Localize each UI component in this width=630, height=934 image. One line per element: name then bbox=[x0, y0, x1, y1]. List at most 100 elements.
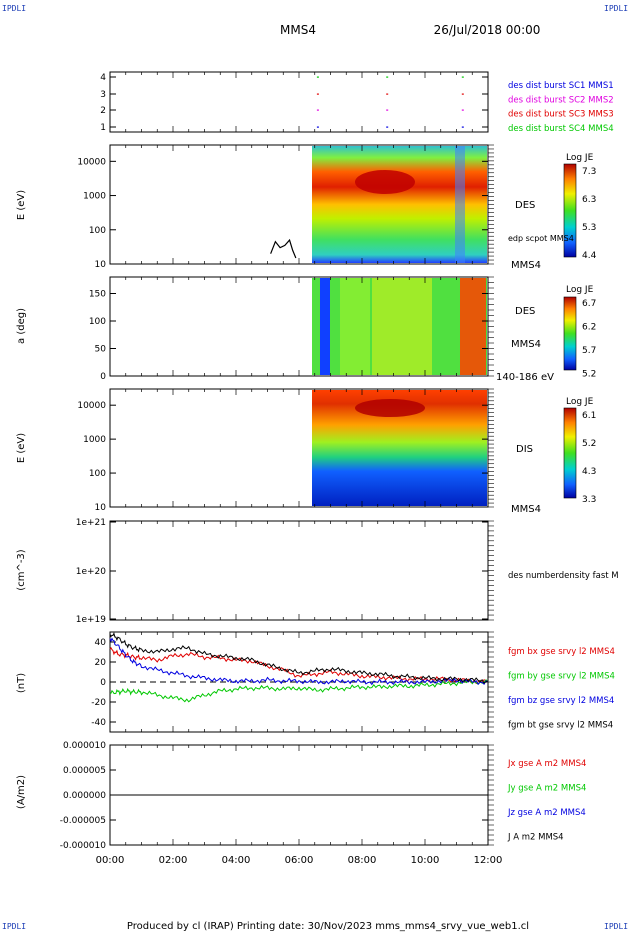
colorbar-dis-energy-tick: 4.3 bbox=[582, 467, 596, 477]
bfield-legend-entry: fgm bz gse srvy l2 MMS4 bbox=[508, 696, 614, 706]
bfield-series-line bbox=[109, 632, 489, 684]
current-legend-entry: Jx gse A m2 MMS4 bbox=[507, 759, 586, 769]
burst-marker bbox=[461, 76, 464, 78]
bfield-ylabel: (nT) bbox=[16, 673, 27, 693]
colorbar-dis-energy-tick: 5.2 bbox=[582, 439, 596, 449]
des-pitch-band-yellow bbox=[372, 278, 432, 375]
des-pitch-ytick-label: 50 bbox=[95, 345, 107, 355]
x-axis-tick-label: 12:00 bbox=[474, 855, 503, 866]
dis-energy-ytick-label: 10 bbox=[95, 503, 107, 513]
burst-marker bbox=[386, 109, 389, 111]
des-energy-ylabel: E (eV) bbox=[16, 190, 27, 220]
current-ylabel: (A/m2) bbox=[16, 775, 27, 809]
colorbar-des-energy-title: Log JE bbox=[566, 153, 594, 163]
panel-burst-frame bbox=[109, 71, 489, 133]
bfield-ytick-label: 20 bbox=[95, 658, 107, 668]
burst-ytick-label: 2 bbox=[100, 106, 106, 116]
corner-mark-top-left: IPDLI bbox=[2, 4, 27, 13]
corner-mark-bottom-left: IPDLI bbox=[2, 922, 27, 931]
burst-marker bbox=[386, 126, 389, 128]
burst-marker bbox=[461, 93, 464, 95]
des-pitch-band-blue bbox=[320, 278, 330, 375]
des-pitch-ytick-label: 150 bbox=[89, 290, 106, 300]
current-legend-entry: J A m2 MMS4 bbox=[507, 833, 564, 843]
burst-marker bbox=[461, 109, 464, 111]
corner-mark-bottom-right: IPDLI bbox=[604, 922, 629, 931]
des-pitch-ytick-label: 0 bbox=[100, 372, 106, 382]
burst-legend-entry: des dist burst SC2 MMS2 bbox=[508, 95, 614, 105]
bfield-ytick-label: 40 bbox=[95, 638, 107, 648]
current-legend-entry: Jy gse A m2 MMS4 bbox=[507, 784, 586, 794]
dis-energy-sc-label: MMS4 bbox=[511, 504, 541, 515]
scpot-line bbox=[270, 238, 297, 259]
bfield-legend-entry: fgm bt gse srvy l2 MMS4 bbox=[508, 721, 613, 731]
current-ytick-label: 0.000000 bbox=[63, 791, 106, 801]
colorbar-des-energy-tick: 7.3 bbox=[582, 167, 596, 177]
colorbar-des-energy-tick: 4.4 bbox=[582, 251, 597, 261]
burst-marker bbox=[386, 76, 389, 78]
x-axis-tick-label: 10:00 bbox=[411, 855, 440, 866]
dis-energy-ylabel: E (eV) bbox=[16, 433, 27, 463]
burst-marker bbox=[316, 76, 319, 78]
colorbar-des-pitch-tick: 6.2 bbox=[582, 323, 596, 333]
density-ytick-label: 1e+19 bbox=[76, 615, 107, 625]
burst-ytick-label: 4 bbox=[100, 73, 106, 83]
current-legend-entry: Jz gse A m2 MMS4 bbox=[507, 808, 586, 818]
burst-ytick-label: 1 bbox=[100, 123, 106, 133]
footer-credit: Produced by cl (IRAP) Printing date: 30/… bbox=[127, 921, 529, 932]
des-energy-species-label: DES bbox=[515, 200, 535, 211]
panel-density-frame bbox=[109, 520, 489, 621]
bfield-legend-entry: fgm by gse srvy l2 MMS4 bbox=[508, 672, 615, 682]
dis-energy-species-label: DIS bbox=[516, 444, 533, 455]
burst-marker bbox=[316, 93, 319, 95]
des-pitch-ytick-label: 100 bbox=[89, 317, 106, 327]
spacecraft-title: MMS4 bbox=[280, 23, 316, 37]
density-legend-entry: des numberdensity fast M bbox=[508, 571, 619, 581]
dis-energy-ytick-label: 1000 bbox=[83, 435, 106, 445]
corner-mark-top-right: IPDLI bbox=[604, 4, 629, 13]
density-ylabel: (cm^-3) bbox=[16, 549, 27, 590]
x-axis-tick-label: 00:00 bbox=[96, 855, 125, 866]
bfield-ytick-label: 0 bbox=[100, 678, 106, 688]
des-pitch-species-label: DES bbox=[515, 306, 535, 317]
dis-energy-ytick-label: 100 bbox=[89, 469, 106, 479]
x-axis-tick-label: 06:00 bbox=[285, 855, 314, 866]
dis-energy-ytick-label: 10000 bbox=[77, 401, 106, 411]
date-title: 26/Jul/2018 00:00 bbox=[434, 23, 541, 37]
current-ytick-label: -0.000010 bbox=[60, 841, 106, 851]
burst-legend-entry: des dist burst SC4 MMS4 bbox=[508, 124, 614, 134]
colorbar-des-pitch-tick: 5.2 bbox=[582, 370, 596, 380]
dis-energy-hotspot bbox=[355, 399, 425, 417]
colorbar-des-pitch-tick: 5.7 bbox=[582, 346, 596, 356]
current-ytick-label: -0.000005 bbox=[60, 816, 106, 826]
colorbar-des-pitch-title: Log JE bbox=[566, 285, 594, 295]
burst-legend-entry: des dist burst SC1 MMS1 bbox=[508, 81, 614, 91]
bfield-series-line bbox=[109, 679, 489, 703]
bfield-series-line bbox=[109, 637, 489, 686]
burst-marker bbox=[386, 93, 389, 95]
burst-marker bbox=[461, 126, 464, 128]
des-energy-dropout bbox=[455, 146, 465, 263]
des-energy-ytick-label: 100 bbox=[89, 226, 106, 236]
des-energy-sc-label: MMS4 bbox=[511, 260, 541, 271]
x-axis-tick-label: 02:00 bbox=[159, 855, 188, 866]
des-energy-ytick-label: 1000 bbox=[83, 192, 106, 202]
burst-marker bbox=[316, 126, 319, 128]
x-axis-tick-label: 08:00 bbox=[348, 855, 377, 866]
colorbar-des-energy bbox=[563, 163, 577, 258]
des-pitch-sc-label: MMS4 bbox=[511, 339, 541, 350]
bfield-ytick-label: -20 bbox=[91, 698, 106, 708]
des-energy-ytick-label: 10 bbox=[95, 260, 107, 270]
des-energy-hotspot bbox=[355, 170, 415, 194]
current-ytick-label: 0.000005 bbox=[63, 766, 106, 776]
colorbar-des-pitch bbox=[563, 296, 577, 371]
density-ytick-label: 1e+20 bbox=[76, 567, 107, 577]
burst-marker bbox=[316, 109, 319, 111]
colorbar-dis-energy bbox=[563, 407, 577, 499]
des-energy-scpot-label: edp scpot MMS4 bbox=[508, 234, 574, 243]
des-pitch-band-red bbox=[460, 278, 486, 375]
bfield-series-line bbox=[109, 647, 489, 685]
des-pitch-range-label: 140-186 eV bbox=[496, 372, 554, 383]
burst-ytick-label: 3 bbox=[100, 90, 106, 100]
